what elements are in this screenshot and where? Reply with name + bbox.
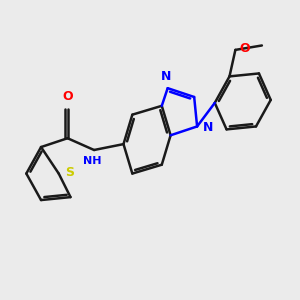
Text: O: O: [62, 91, 73, 103]
Text: N: N: [202, 122, 213, 134]
Text: S: S: [65, 166, 74, 178]
Text: NH: NH: [83, 157, 102, 166]
Text: N: N: [161, 70, 171, 83]
Text: O: O: [240, 42, 250, 55]
